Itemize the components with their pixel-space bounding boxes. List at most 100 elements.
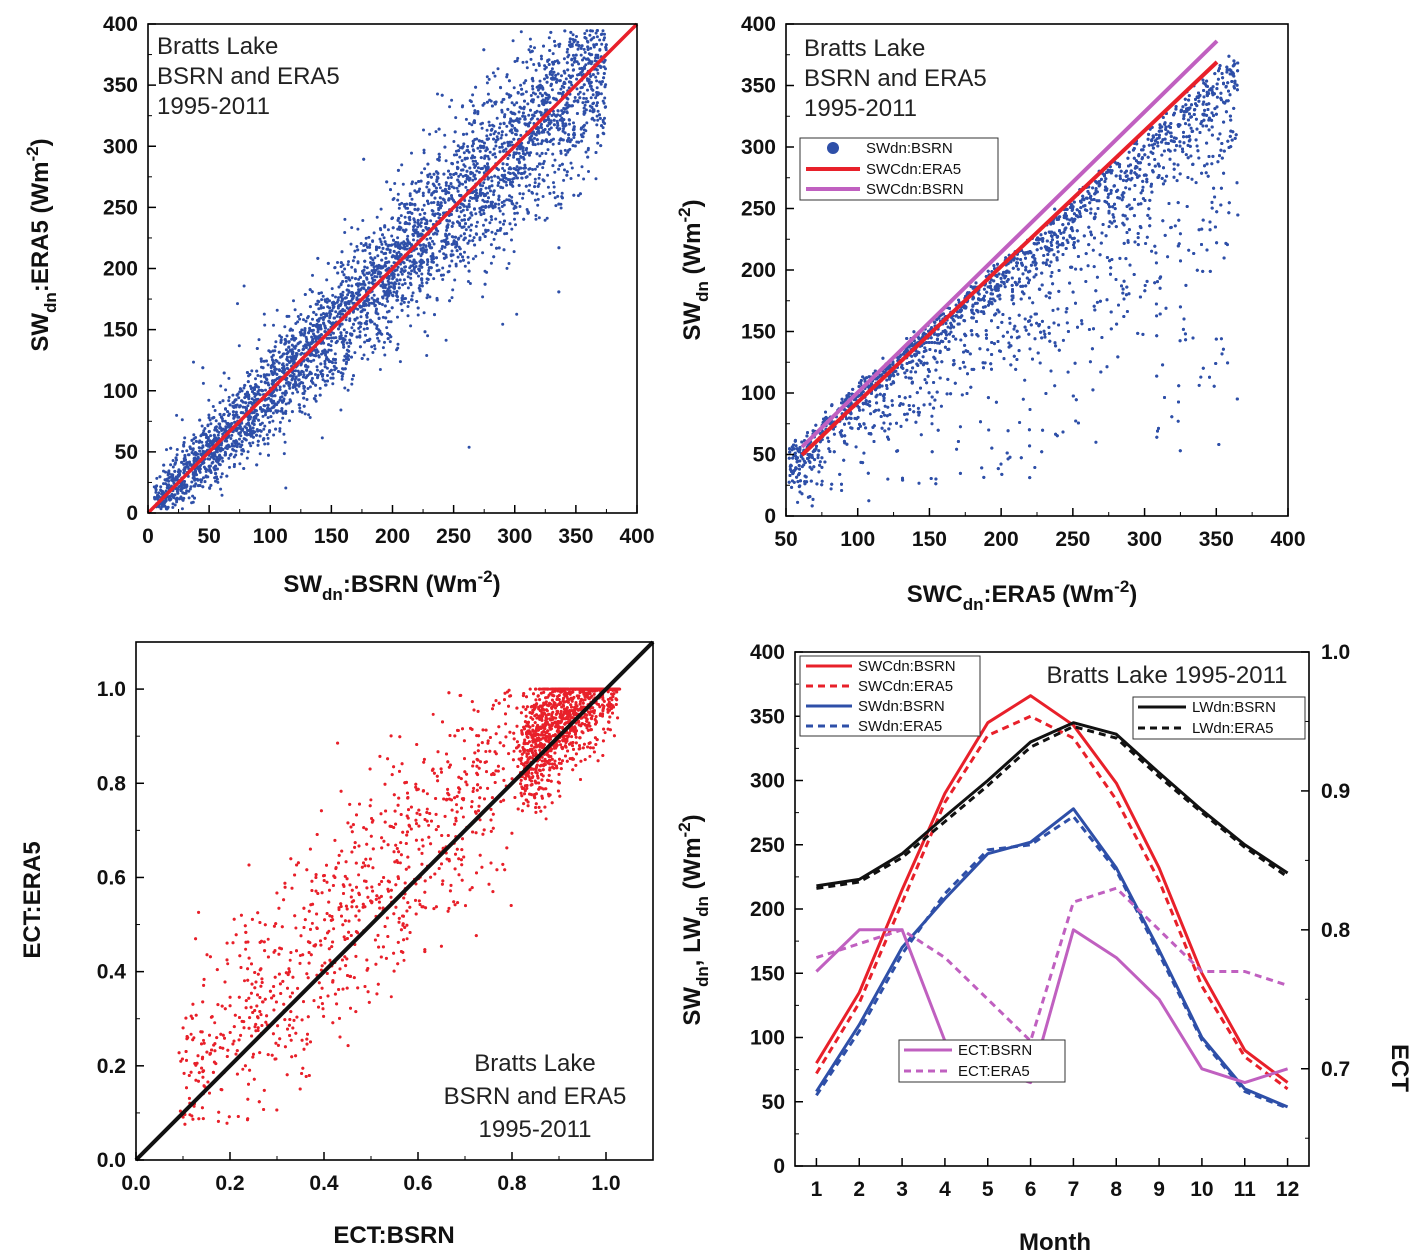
panel-a-point [254,377,257,381]
panel-a-point [381,246,385,250]
panel-a-point [453,130,457,134]
panel-a-point [190,438,194,442]
panel-a-point [320,436,324,440]
panel-a-point [509,167,513,171]
panel-a-point [579,46,583,50]
panel-a-point [538,173,541,177]
panel-a-point [445,228,448,232]
panel-a-point [545,216,549,220]
panel-a-point [464,228,468,232]
panel-a-point [521,155,525,159]
panel-a-point [215,459,219,463]
panel-a-point [303,293,307,296]
panel-a-point [426,334,430,338]
panel-a-point [213,426,217,430]
panel-a-point [275,372,279,376]
panel-a-point [476,146,480,150]
panel-a-point [282,452,286,456]
panel-a-point [446,223,450,227]
panel-a-point [410,151,413,155]
panel-a-point [268,429,272,433]
panel-a-point [364,236,368,240]
panel-a-point [431,252,435,256]
panel-a-point [567,80,571,84]
panel-a-point [185,465,188,469]
panel-a-point [288,361,291,364]
panel-a-point [458,146,462,150]
panel-a-point [384,268,388,272]
panel-a-point [523,170,527,174]
panel-a-point [508,119,512,123]
panel-a-point [214,472,218,476]
panel-a-point [327,319,331,323]
panel-a-point [239,411,243,415]
panel-a-point [377,331,380,335]
panel-a-point [427,188,431,192]
panel-a-point [471,239,475,243]
panel-a-point [328,306,331,310]
panel-a-point [546,124,550,128]
panel-a-point [505,124,509,128]
panel-a-point [318,393,322,397]
panel-a-point [565,173,569,177]
panel-a-point [561,122,565,125]
panel-a-point [517,120,521,124]
panel-a-point [341,290,345,294]
panel-a-point [412,266,416,270]
panel-a-point [251,441,255,445]
panel-a-point [362,244,366,247]
panel-a-point [334,358,337,361]
panel-a-point [559,206,563,210]
panel-a-point [373,322,377,326]
panel-a-point [487,120,491,124]
panel-a-point [342,345,346,349]
panel-a-point [331,372,335,376]
panel-a-point [497,198,501,202]
panel-a-point [234,441,238,445]
panel-a-point [259,359,263,363]
panel-a-point [323,352,327,355]
panel-a-point [553,60,557,63]
panel-a-point [300,369,304,373]
panel-a-point [183,454,187,457]
panel-a-point [558,42,562,46]
panel-a-point [204,467,207,471]
panel-a-point [466,255,470,259]
panel-a-point [494,100,498,104]
panel-a-point [341,309,345,313]
panel-a-point [388,340,392,344]
panel-a-point [503,219,506,223]
panel-a-point [380,332,384,336]
panel-a-point [439,201,443,205]
panel-a-point [216,480,220,484]
panel-a-point [552,191,556,194]
panel-a-point [595,93,599,97]
panel-a-point [497,168,500,172]
panel-a-point [265,433,269,437]
panel-a-point [248,441,252,445]
panel-a-point [449,254,453,258]
panel-a-point [311,317,314,321]
panel-a-point [192,433,196,437]
panel-a-point [472,196,476,200]
panel-a-point [577,62,581,66]
panel-a-point [154,490,158,494]
panel-a-point [506,107,510,111]
panel-a-point [494,155,498,159]
panel-a-point [580,44,584,48]
panel-a-point [329,348,333,352]
panel-a-point [288,328,292,332]
panel-a-point [261,366,265,370]
panel-a-point [293,385,297,389]
panel-a-point [230,433,234,437]
panel-a-point [582,110,586,114]
panel-a-point [522,81,526,85]
panel-a-point [441,189,444,193]
panel-a-point [463,218,466,222]
panel-a-point [190,451,194,455]
panel-a-point [512,176,516,180]
panel-a-point [484,166,488,170]
panel-a-point [191,494,195,498]
panel-a-point [600,32,604,36]
panel-a-point [464,173,468,177]
